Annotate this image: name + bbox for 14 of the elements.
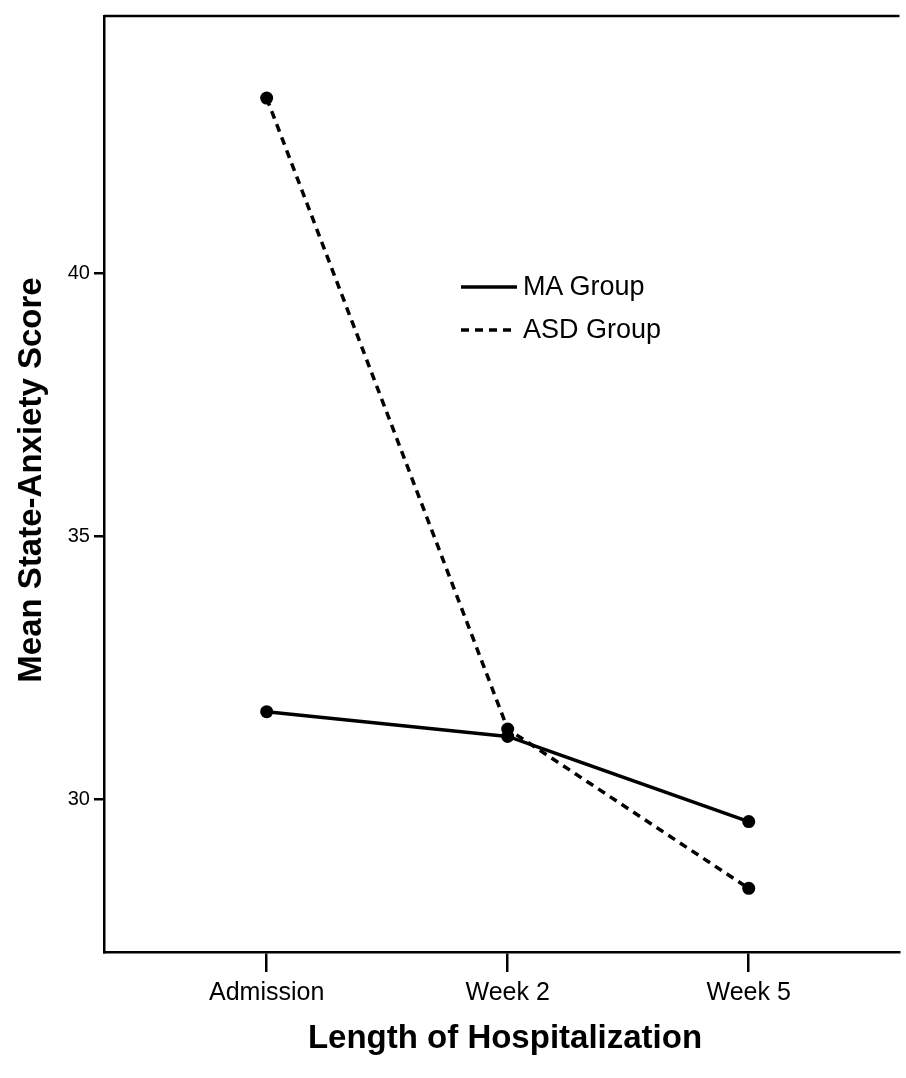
x-tick-label: Admission <box>209 976 325 1005</box>
legend-label: ASD Group <box>522 313 661 346</box>
point <box>260 91 274 105</box>
y-tick-label: 40 <box>67 261 90 284</box>
x-axis-title: Length of Hospitalization <box>306 1018 704 1056</box>
y-tick-label: 35 <box>67 524 90 547</box>
point <box>260 705 274 719</box>
legend-label: MA Group <box>522 270 645 303</box>
x-tick-label: Week 2 <box>465 976 550 1005</box>
point <box>742 815 756 829</box>
y-tick-label: 30 <box>67 787 90 810</box>
x-tick-label: Week 5 <box>706 976 791 1005</box>
point <box>742 881 756 895</box>
y-axis-title: Mean State-Anxiety Score <box>11 277 49 683</box>
